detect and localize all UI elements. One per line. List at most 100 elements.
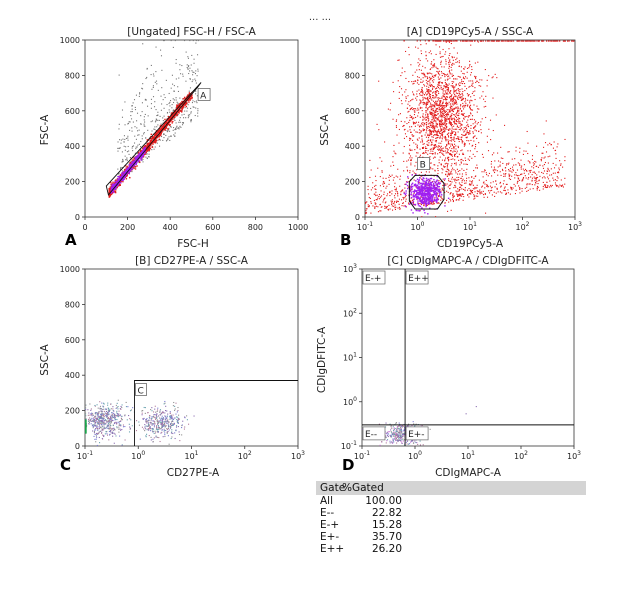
data-point <box>397 59 399 61</box>
data-point <box>379 176 381 178</box>
data-point <box>564 177 566 179</box>
data-point <box>430 203 432 205</box>
data-point <box>430 106 432 108</box>
data-point <box>142 147 145 149</box>
data-point <box>434 170 436 172</box>
tick-label: 800 <box>345 71 360 80</box>
data-point <box>451 132 453 134</box>
data-point <box>192 79 194 81</box>
data-point <box>503 175 505 177</box>
data-point <box>119 179 121 181</box>
data-point <box>475 130 477 132</box>
data-point <box>431 141 433 143</box>
data-point <box>392 161 394 163</box>
data-point <box>557 143 559 145</box>
data-point <box>137 130 139 132</box>
data-point <box>118 173 120 175</box>
data-point <box>472 188 474 190</box>
data-point <box>506 163 508 165</box>
data-point <box>365 202 367 204</box>
data-point <box>439 100 441 102</box>
data-point <box>502 162 504 164</box>
data-point <box>562 184 564 186</box>
data-point <box>484 193 486 195</box>
data-point <box>434 126 436 128</box>
data-point <box>485 172 487 174</box>
data-point <box>442 132 444 134</box>
data-point <box>418 202 420 204</box>
data-point <box>452 108 454 110</box>
data-point <box>435 184 437 186</box>
data-point <box>430 126 432 128</box>
data-point <box>500 146 502 148</box>
data-point <box>434 105 436 107</box>
data-point <box>442 133 444 135</box>
data-point <box>487 150 490 152</box>
data-point <box>392 179 394 181</box>
data-point <box>461 193 463 195</box>
data-point <box>453 125 455 127</box>
data-point <box>435 109 437 111</box>
data-point <box>401 205 403 207</box>
data-point <box>508 151 510 153</box>
data-point <box>462 114 464 116</box>
data-point <box>114 190 117 193</box>
data-point <box>450 154 452 156</box>
data-point <box>433 184 436 186</box>
data-point <box>419 132 421 134</box>
data-point <box>434 88 437 90</box>
data-point <box>425 116 428 118</box>
data-point <box>439 100 441 102</box>
data-point <box>491 194 493 196</box>
data-point <box>451 130 453 132</box>
data-point <box>456 78 458 80</box>
data-point <box>439 156 441 158</box>
data-point <box>418 89 420 91</box>
data-point <box>420 100 422 102</box>
data-point <box>369 197 371 199</box>
data-point <box>169 105 171 107</box>
data-point <box>520 159 522 161</box>
panel-letter: B <box>340 231 351 249</box>
data-point <box>181 109 183 111</box>
data-point <box>409 137 411 140</box>
data-point <box>432 183 435 185</box>
data-point <box>162 99 164 101</box>
data-point <box>472 91 474 93</box>
data-point <box>456 111 458 113</box>
data-point <box>449 117 451 119</box>
data-point <box>465 126 467 128</box>
data-point <box>381 171 383 173</box>
data-point <box>435 134 437 136</box>
data-point <box>453 150 455 152</box>
data-point <box>186 110 188 112</box>
data-point <box>550 186 552 188</box>
data-point <box>493 191 495 193</box>
data-point <box>136 112 139 114</box>
data-point <box>449 187 451 189</box>
data-point <box>403 170 405 172</box>
data-point <box>169 101 171 103</box>
data-point <box>492 97 494 99</box>
data-point <box>438 120 441 122</box>
data-point <box>409 108 411 111</box>
data-point <box>434 106 436 108</box>
data-point <box>466 163 468 166</box>
data-point <box>434 120 436 122</box>
data-point <box>125 169 127 171</box>
data-point <box>452 200 455 202</box>
data-point <box>508 174 510 177</box>
data-point <box>425 149 427 152</box>
data-point <box>439 104 441 106</box>
data-point <box>433 113 435 115</box>
data-point <box>431 133 433 135</box>
data-point <box>453 146 455 148</box>
data-point <box>168 109 170 111</box>
data-point <box>447 102 449 104</box>
data-point <box>447 114 450 116</box>
data-point <box>446 74 448 76</box>
data-point <box>387 108 389 110</box>
data-point <box>457 131 459 133</box>
data-point <box>456 150 458 152</box>
data-point <box>164 96 166 99</box>
